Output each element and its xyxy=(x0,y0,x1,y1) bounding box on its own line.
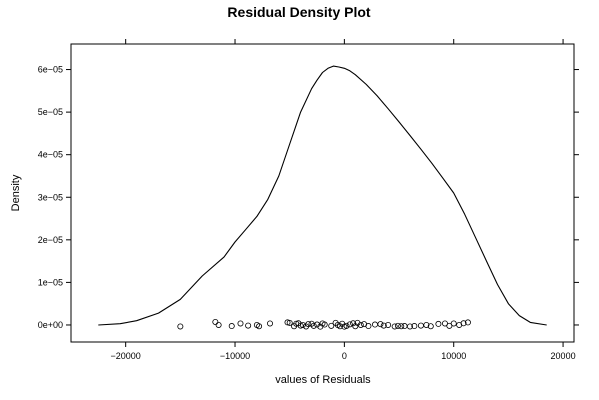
residual-point xyxy=(267,320,274,327)
y-tick-label: 0e+00 xyxy=(38,320,63,330)
residual-point xyxy=(321,321,328,328)
plot-frame xyxy=(70,43,575,343)
residual-point xyxy=(401,323,408,330)
y-tick-label: 5e−05 xyxy=(38,107,63,117)
y-tick-label: 2e−05 xyxy=(38,235,63,245)
residual-point xyxy=(237,320,244,327)
y-axis-label: Density xyxy=(10,174,22,211)
x-tick-label: −10000 xyxy=(220,351,250,361)
residual-point xyxy=(365,323,372,330)
y-tick-label: 1e−05 xyxy=(38,277,63,287)
x-tick-label: −20000 xyxy=(111,351,141,361)
residual-point xyxy=(427,323,434,330)
residual-point xyxy=(256,323,263,330)
residual-point xyxy=(328,322,335,329)
residual-point xyxy=(284,319,291,326)
residual-point xyxy=(464,319,471,326)
residual-point xyxy=(343,322,350,329)
residual-point xyxy=(228,323,235,330)
x-tick-label: 0 xyxy=(342,351,347,361)
residual-point xyxy=(460,320,467,327)
y-tick-label: 3e−05 xyxy=(38,192,63,202)
x-axis-label: values of Residuals xyxy=(275,374,371,386)
residual-point xyxy=(354,319,361,326)
residual-point xyxy=(391,323,398,330)
plot-area xyxy=(98,65,547,330)
residual-point xyxy=(346,321,353,328)
residual-point xyxy=(435,320,442,327)
x-tick-label: 20000 xyxy=(551,351,576,361)
residual-point xyxy=(177,323,184,330)
residual-point xyxy=(423,321,430,328)
x-axis: −20000 −10000 0 10000 20000 xyxy=(111,39,576,361)
residual-point xyxy=(310,322,317,329)
y-axis: 0e+00 1e−05 2e−05 3e−05 4e−05 5e−05 6e−05 xyxy=(38,65,579,330)
density-curve xyxy=(98,65,547,326)
residual-point xyxy=(215,321,222,328)
residual-point xyxy=(371,321,378,328)
residual-point xyxy=(450,320,457,327)
residual-point xyxy=(406,323,413,330)
x-tick-label: 10000 xyxy=(441,351,466,361)
residual-point xyxy=(417,322,424,329)
residual-point xyxy=(380,322,387,329)
residual-point xyxy=(314,321,321,328)
residual-point xyxy=(245,322,252,329)
residual-point xyxy=(357,321,364,328)
residual-point xyxy=(286,319,293,326)
residual-point xyxy=(377,321,384,328)
y-tick-label: 6e−05 xyxy=(38,65,63,75)
y-tick-label: 4e−05 xyxy=(38,150,63,160)
residual-point xyxy=(212,318,219,325)
residual-point xyxy=(398,323,405,330)
residual-point xyxy=(394,322,401,329)
residual-point xyxy=(411,323,418,330)
chart-title: Residual Density Plot xyxy=(227,4,370,20)
residual-point xyxy=(305,321,312,328)
residual-point xyxy=(385,321,392,328)
